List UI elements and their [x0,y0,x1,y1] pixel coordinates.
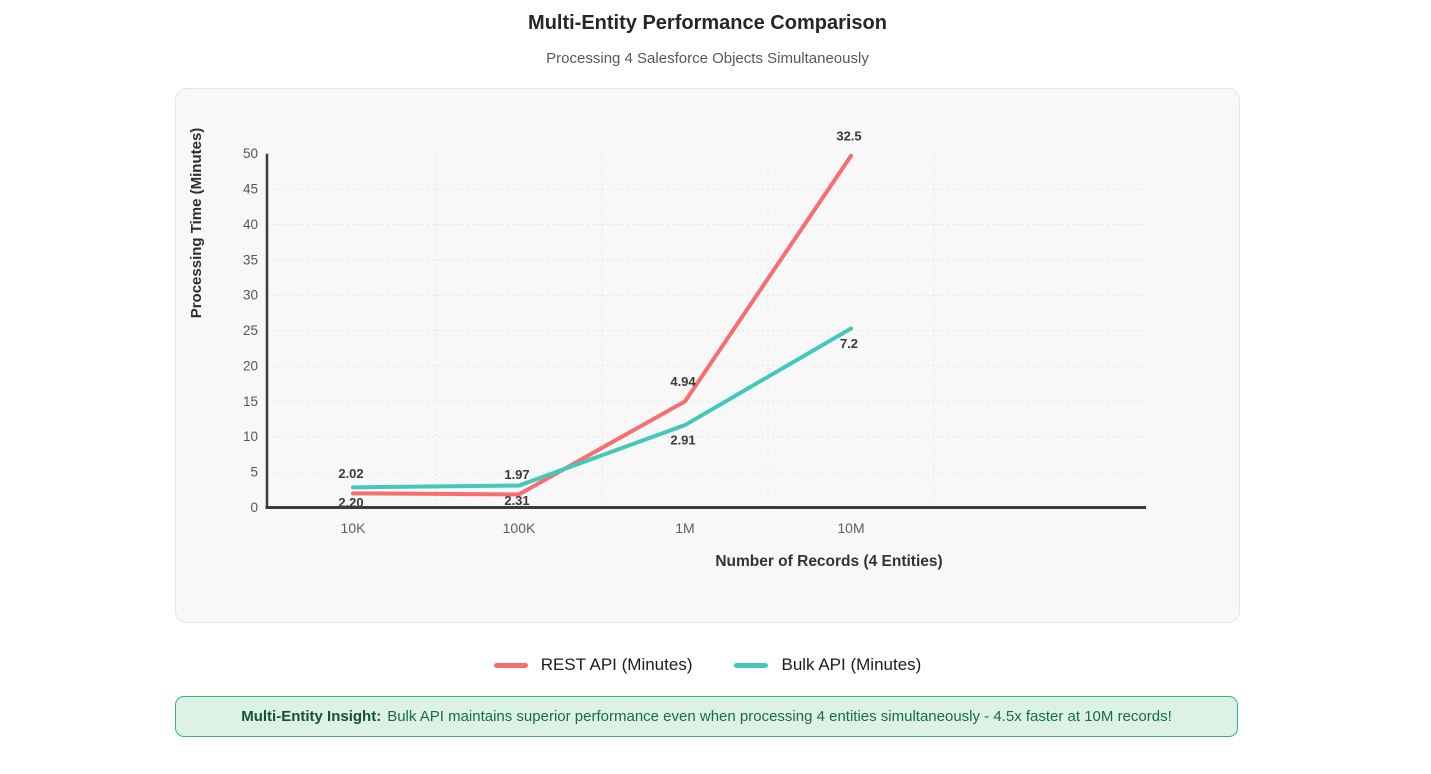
data-label-rest-api-minutes: 32.5 [836,128,861,143]
y-tick-label: 0 [250,500,258,515]
x-axis-title: Number of Records (4 Entities) [715,553,942,570]
x-tick-label: 100K [503,520,536,536]
data-label-bulk-api-minutes: 7.2 [840,336,858,351]
data-label-rest-api-minutes: 1.97 [504,467,529,482]
y-tick-label: 40 [243,217,258,232]
series-line-rest-api-minutes[interactable] [351,153,853,497]
y-tick-label: 50 [243,146,258,161]
chart-panel: 2.02 1.97 4.94 32.5 2.20 2.31 2.91 7.2 0 5 10 15 20 2… [175,88,1240,623]
legend-swatch-icon [734,662,769,668]
y-axis-title: Processing Time (Minutes) [188,128,205,319]
chart-legend: REST API (Minutes) Bulk API (Minutes) [175,653,1240,677]
data-label-rest-api-minutes: 4.94 [670,374,696,389]
insight-body: Bulk API maintains superior performance … [387,708,1172,725]
legend-swatch-icon [493,662,528,668]
x-tick-label: 1M [675,520,694,536]
legend-label: Bulk API (Minutes) [781,655,922,674]
data-label-bulk-api-minutes: 2.91 [670,433,695,448]
page-subtitle: Processing 4 Salesforce Objects Simultan… [546,50,869,67]
y-tick-label: 15 [243,394,258,409]
y-tick-label: 35 [243,252,258,267]
chart-container: Multi-Entity Performance Comparison Proc… [175,11,1240,737]
y-tick-label: 30 [243,288,258,303]
legend-label: REST API (Minutes) [540,655,693,674]
y-tick-label: 10 [243,429,258,444]
y-tick-label: 5 [250,465,258,480]
x-tick-label: 10M [837,520,864,536]
insight-text: Multi-Entity Insight: Bulk API maintains … [241,708,1172,725]
y-tick-label: 20 [243,358,258,373]
legend-item-rest-api-minutes[interactable]: REST API (Minutes) [493,655,693,675]
page-title: Multi-Entity Performance Comparison [528,12,887,34]
insight-label: Multi-Entity Insight: [241,708,382,725]
y-tick-label: 45 [243,182,258,197]
y-tick-label: 25 [243,323,258,338]
legend-item-bulk-api-minutes[interactable]: Bulk API (Minutes) [734,655,921,675]
series-line-bulk-api-minutes[interactable] [351,326,853,490]
insight-box: Multi-Entity Insight: Bulk API maintains … [175,696,1238,737]
data-label-bulk-api-minutes: 2.31 [504,493,529,508]
x-tick-label: 10K [341,520,367,536]
data-label-rest-api-minutes: 2.02 [338,466,363,481]
